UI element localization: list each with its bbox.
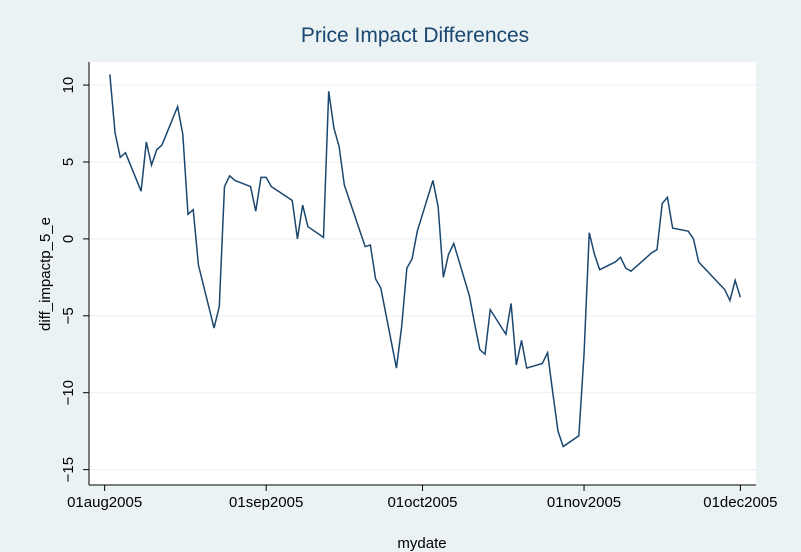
plot-area [89, 62, 756, 485]
x-tick-label: 01aug2005 [67, 494, 142, 511]
y-tick-label: −5 [60, 307, 77, 324]
data-line [109, 74, 742, 448]
x-tick-label: 01dec2005 [703, 494, 777, 511]
x-tick-label: 01sep2005 [229, 494, 303, 511]
x-tick-label: 01oct2005 [387, 494, 457, 511]
x-tick-label: 01nov2005 [547, 494, 621, 511]
chart-title: Price Impact Differences [301, 24, 529, 47]
y-tick-label: 5 [60, 158, 77, 166]
y-tick-label: 10 [60, 77, 77, 94]
y-tick-label: −10 [60, 380, 77, 405]
y-tick-label: −15 [60, 457, 77, 482]
y-tick-label: 0 [60, 235, 77, 243]
x-axis-title: mydate [397, 535, 446, 552]
y-axis-title: diff_impactp_5_e [37, 217, 54, 331]
